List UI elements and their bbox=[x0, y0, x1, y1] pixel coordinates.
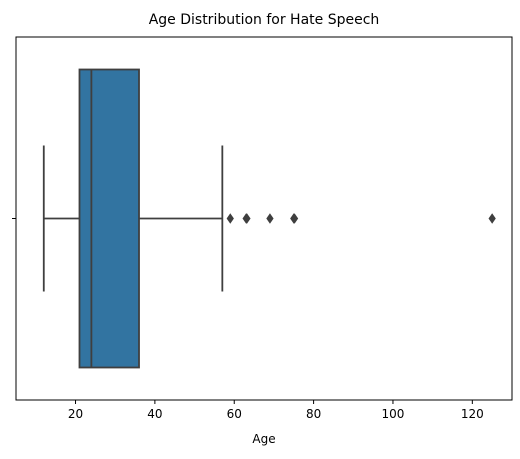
x-tick-label-0: 20 bbox=[68, 407, 83, 421]
x-axis-label: Age bbox=[252, 432, 275, 446]
x-tick-label-4: 100 bbox=[382, 407, 405, 421]
outlier-point-3 bbox=[266, 213, 274, 224]
x-tick-label-1: 40 bbox=[147, 407, 162, 421]
x-tick-label-5: 120 bbox=[461, 407, 484, 421]
outlier-point-5 bbox=[290, 213, 299, 224]
outlier-point-6 bbox=[488, 213, 496, 224]
x-tick-label-2: 60 bbox=[227, 407, 242, 421]
outlier-point-0 bbox=[226, 213, 234, 224]
x-tick-label-3: 80 bbox=[306, 407, 321, 421]
box-iqr bbox=[78, 68, 140, 369]
outlier-point-2 bbox=[243, 213, 251, 224]
chart-title: Age Distribution for Hate Speech bbox=[149, 12, 380, 28]
plot-area: 20 40 60 80 100 120 bbox=[12, 36, 513, 421]
